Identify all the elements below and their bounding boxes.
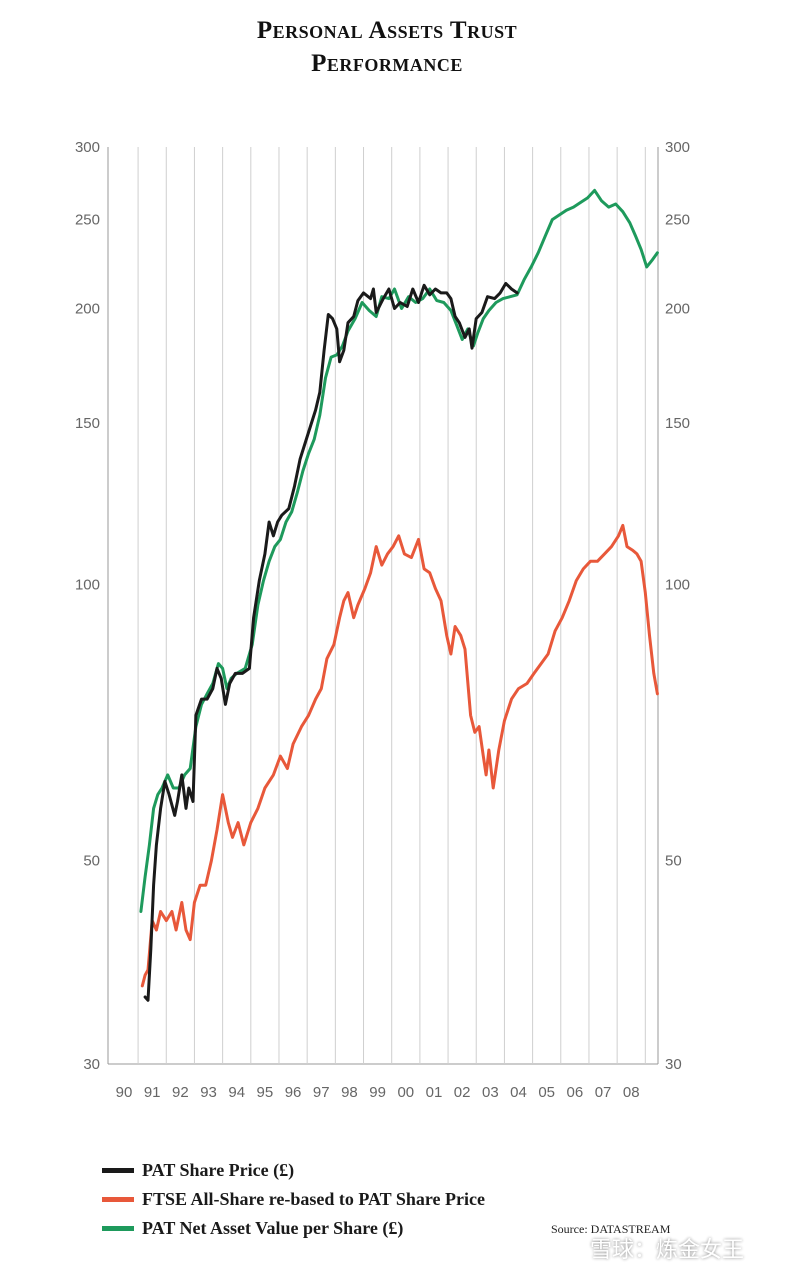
y-tick-label-left: 100 [75, 577, 100, 594]
watermark: 雪球：炼金女王 [590, 1238, 745, 1263]
y-tick-label-right: 100 [665, 577, 690, 594]
legend-item-nav: PAT Net Asset Value per Share (£) [102, 1214, 485, 1243]
x-tick-label: 92 [172, 1084, 189, 1101]
legend-label-share-price: PAT Share Price (£) [142, 1160, 295, 1180]
x-tick-label: 02 [454, 1084, 471, 1101]
chart-title: Personal Assets Trust Performance [0, 14, 774, 80]
series-line-share-price [143, 281, 519, 1002]
series-line-nav [139, 188, 659, 913]
legend-item-share-price: PAT Share Price (£) [102, 1156, 485, 1185]
x-tick-label: 08 [623, 1084, 640, 1101]
source-note: Source: DATASTREAM [551, 1222, 671, 1236]
x-tick-label: 99 [369, 1084, 386, 1101]
y-tick-label-left: 50 [83, 853, 100, 870]
y-tick-label-right: 150 [665, 415, 690, 432]
legend-swatch-share-price [102, 1168, 134, 1173]
chart-legend: PAT Share Price (£) FTSE All-Share re-ba… [102, 1156, 485, 1243]
series-line-ftse [140, 523, 659, 988]
performance-chart: 300 300 250 250 200 200 150 150 100 100 50 50 30 30 90… [75, 139, 690, 1101]
x-tick-label: 01 [426, 1084, 443, 1101]
x-tick-label: 95 [257, 1084, 274, 1101]
legend-label-ftse: FTSE All-Share re-based to PAT Share Pri… [142, 1189, 485, 1209]
chart-title-line-2: Performance [311, 50, 463, 77]
legend-swatch-ftse [102, 1197, 134, 1202]
y-tick-label-left: 150 [75, 415, 100, 432]
x-tick-label: 05 [538, 1084, 555, 1101]
y-tick-label-left: 30 [83, 1056, 100, 1073]
x-tick-label: 03 [482, 1084, 499, 1101]
x-tick-label: 07 [595, 1084, 612, 1101]
y-tick-label-right: 200 [665, 300, 690, 317]
x-tick-label: 00 [397, 1084, 414, 1101]
legend-swatch-nav [102, 1226, 134, 1231]
y-tick-label-right: 50 [665, 853, 682, 870]
y-tick-label-left: 250 [75, 212, 100, 229]
y-tick-label-right: 250 [665, 212, 690, 229]
x-tick-label: 91 [144, 1084, 161, 1101]
x-tick-label: 98 [341, 1084, 358, 1101]
y-tick-label-right: 300 [665, 139, 690, 156]
x-tick-label: 06 [567, 1084, 584, 1101]
x-tick-label: 93 [200, 1084, 217, 1101]
x-tick-label: 04 [510, 1084, 527, 1101]
x-tick-label: 97 [313, 1084, 330, 1101]
x-tick-label: 94 [228, 1084, 245, 1101]
chart-title-line-1: Personal Assets Trust [256, 17, 518, 44]
y-tick-label-right: 30 [665, 1056, 682, 1073]
legend-item-ftse: FTSE All-Share re-based to PAT Share Pri… [102, 1185, 485, 1214]
legend-label-nav: PAT Net Asset Value per Share (£) [142, 1218, 404, 1238]
y-tick-label-left: 300 [75, 139, 100, 156]
x-tick-label: 90 [116, 1084, 133, 1101]
y-tick-label-left: 200 [75, 300, 100, 317]
x-tick-label: 96 [285, 1084, 302, 1101]
